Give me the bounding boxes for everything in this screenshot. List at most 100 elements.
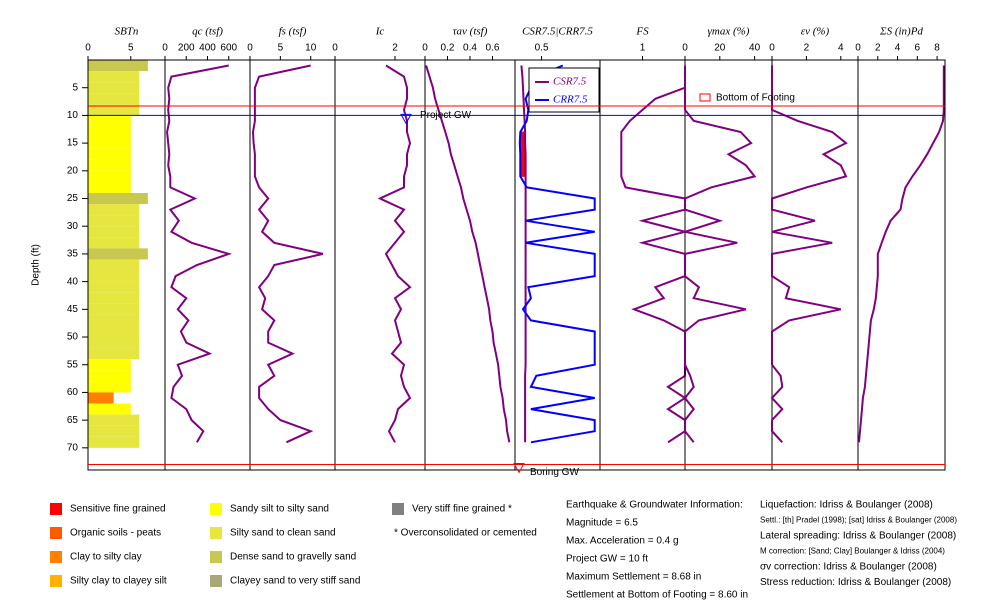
info-text: Magnitude = 6.5 <box>566 518 638 529</box>
sbt-bar <box>88 115 131 127</box>
annotation-label: Project GW <box>420 110 472 121</box>
info-text: Settl.: [th] Pradel (1998); [sat] Idriss… <box>760 516 957 525</box>
sbt-bar <box>88 226 140 238</box>
x-tick-label: 0 <box>332 43 338 54</box>
sbt-bar <box>88 370 131 382</box>
legend-label: Clay to silty clay <box>70 552 142 563</box>
sbt-bar <box>88 292 140 304</box>
x-tick-label: 0.2 <box>441 43 455 54</box>
y-tick-label: 25 <box>67 193 79 204</box>
x-tick-label: 5 <box>278 43 284 54</box>
sbt-bar <box>88 126 131 138</box>
x-tick-label: 20 <box>714 43 726 54</box>
panel-title: SBTn <box>115 26 139 38</box>
info-text: Earthquake & Groundwater Information: <box>566 500 743 511</box>
y-tick-label: 20 <box>67 165 79 176</box>
x-tick-label: 10 <box>305 43 317 54</box>
info-text: Lateral spreading: Idriss & Boulanger (2… <box>760 531 956 542</box>
sbt-bar <box>88 204 140 216</box>
legend-label: Sensitive fine grained <box>70 504 166 515</box>
legend-swatch <box>210 527 222 539</box>
info-text: M correction: [Sand; Clay] Boulanger & I… <box>760 547 945 556</box>
legend-swatch <box>50 503 62 515</box>
profile-line <box>770 65 848 443</box>
y-tick-label: 35 <box>67 249 79 260</box>
x-tick-label: 8 <box>934 43 940 54</box>
profile-line <box>166 64 233 443</box>
panel-title: ΣS (in)Pd <box>879 26 923 38</box>
info-text: Project GW = 10 ft <box>566 554 648 565</box>
profile-line <box>518 64 596 444</box>
legend-swatch <box>50 575 62 587</box>
annotation-label: Boring GW <box>530 467 579 478</box>
sbt-bar <box>88 281 140 293</box>
x-tick-label: 600 <box>220 43 237 54</box>
y-tick-label: 40 <box>67 276 79 287</box>
legend-label: Silty sand to clean sand <box>230 528 336 539</box>
profile-line <box>858 65 945 443</box>
y-tick-label: 50 <box>67 332 79 343</box>
sbt-bar <box>88 237 140 249</box>
x-tick-label: 5 <box>128 43 134 54</box>
x-tick-label: 0 <box>769 43 775 54</box>
sbt-bar <box>88 403 131 415</box>
info-text: Settlement at Bottom of Footing = 8.60 i… <box>566 590 748 600</box>
x-tick-label: 4 <box>838 43 844 54</box>
x-tick-label: 6 <box>915 43 921 54</box>
x-tick-label: 0.5 <box>535 43 549 54</box>
profile-line <box>425 65 511 443</box>
sbt-bar <box>88 137 131 149</box>
y-tick-label: 30 <box>67 221 79 232</box>
profile-line <box>681 65 757 443</box>
sbt-bar <box>88 148 131 160</box>
y-tick-label: 45 <box>67 304 79 315</box>
panel-title: τav (tsf) <box>453 26 488 38</box>
x-tick-label: 2 <box>392 43 398 54</box>
sbt-bar <box>88 170 131 182</box>
x-tick-label: 2 <box>875 43 881 54</box>
legend-swatch <box>210 551 222 563</box>
panel-title: γmax (%) <box>708 26 750 38</box>
legend-swatch <box>50 527 62 539</box>
y-axis-label: Depth (ft) <box>31 244 42 286</box>
panel-title: FS <box>635 26 649 38</box>
legend-label: Dense sand to gravelly sand <box>230 552 356 563</box>
y-tick-label: 70 <box>67 442 79 453</box>
profile-line <box>377 64 412 443</box>
panel-title: CSR7.5|CRR7.5 <box>522 26 593 38</box>
sbt-bar <box>88 303 140 315</box>
plot-frame <box>87 59 946 471</box>
x-tick-label: 0 <box>85 43 91 54</box>
y-tick-label: 65 <box>67 415 79 426</box>
sbt-bar <box>88 93 140 105</box>
profile-line <box>520 65 527 443</box>
legend-swatch <box>210 575 222 587</box>
panel-title: fs (tsf) <box>279 26 307 38</box>
sbt-bar <box>88 381 131 393</box>
info-text: σv correction: Idriss & Boulanger (2008) <box>760 562 937 573</box>
x-tick-label: 0.6 <box>486 43 500 54</box>
sbt-bar <box>88 359 131 371</box>
annotation-label: Bottom of Footing <box>716 93 795 104</box>
annotation-marker <box>699 93 711 102</box>
info-text: Liquefaction: Idriss & Boulanger (2008) <box>760 500 933 511</box>
info-text: Maximum Settlement = 8.68 in <box>566 572 701 583</box>
legend-label: Silty clay to clayey silt <box>70 576 167 587</box>
sbt-bar <box>88 104 140 116</box>
x-tick-label: 400 <box>199 43 216 54</box>
sbt-bar <box>88 392 114 404</box>
panel-title: qc (tsf) <box>192 26 223 38</box>
profile-line <box>251 64 324 444</box>
sbt-bar <box>88 314 140 326</box>
x-tick-label: 0 <box>682 43 688 54</box>
legend-label: Sandy silt to silty sand <box>230 504 329 515</box>
y-tick-label: 55 <box>67 359 79 370</box>
y-tick-label: 5 <box>72 82 78 93</box>
x-tick-label: 1 <box>640 43 646 54</box>
info-text: Max. Acceleration = 0.4 g <box>566 536 679 547</box>
sbt-bar <box>88 215 140 227</box>
sbt-bar <box>88 159 131 171</box>
legend-label: CRR7.5 <box>553 94 588 106</box>
